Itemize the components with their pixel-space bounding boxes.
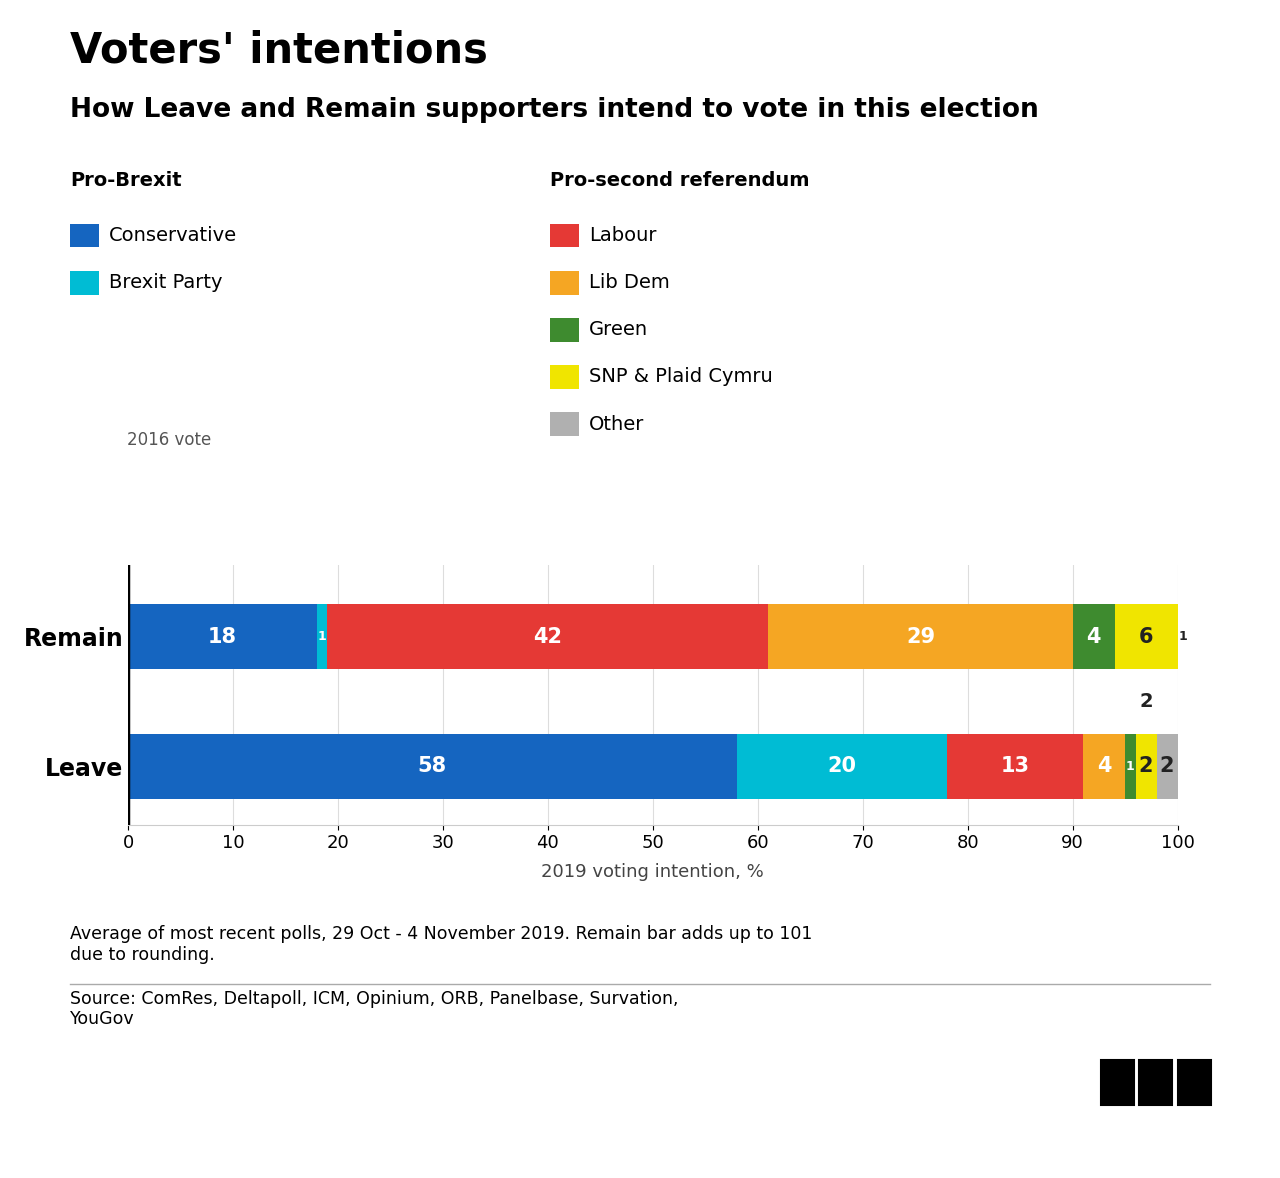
- Text: 1: 1: [317, 630, 326, 643]
- Text: 13: 13: [1001, 756, 1029, 776]
- Text: 2016 vote: 2016 vote: [127, 431, 211, 449]
- Text: Voters' intentions: Voters' intentions: [70, 29, 488, 72]
- Text: Conservative: Conservative: [109, 226, 237, 245]
- Text: 29: 29: [906, 627, 934, 647]
- Text: Pro-second referendum: Pro-second referendum: [550, 171, 810, 190]
- Text: Pro-Brexit: Pro-Brexit: [70, 171, 182, 190]
- Text: 42: 42: [534, 627, 562, 647]
- Text: 2: 2: [1139, 691, 1153, 712]
- Bar: [1157, 734, 1178, 799]
- Text: SNP & Plaid Cymru: SNP & Plaid Cymru: [589, 368, 773, 386]
- Text: 6: 6: [1139, 627, 1153, 647]
- Text: Labour: Labour: [589, 226, 657, 245]
- X-axis label: 2019 voting intention, %: 2019 voting intention, %: [541, 863, 764, 881]
- Text: Brexit Party: Brexit Party: [109, 273, 223, 292]
- Text: 1: 1: [1179, 630, 1188, 643]
- Text: How Leave and Remain supporters intend to vote in this election: How Leave and Remain supporters intend t…: [70, 97, 1039, 123]
- Bar: [128, 604, 317, 669]
- Bar: [1125, 734, 1135, 799]
- Bar: [1115, 604, 1178, 669]
- Text: 58: 58: [417, 756, 447, 776]
- Text: B: B: [1149, 1073, 1162, 1092]
- Bar: [768, 604, 1073, 669]
- Text: 4: 4: [1087, 627, 1101, 647]
- Text: Other: Other: [589, 415, 644, 434]
- Bar: [317, 604, 328, 669]
- Bar: [737, 734, 947, 799]
- Text: 2: 2: [1160, 756, 1174, 776]
- Bar: [1178, 604, 1188, 669]
- Text: Green: Green: [589, 320, 648, 339]
- Bar: [1135, 734, 1157, 799]
- Bar: [1073, 604, 1115, 669]
- Text: Lib Dem: Lib Dem: [589, 273, 669, 292]
- Text: 18: 18: [207, 627, 237, 647]
- Bar: [1083, 734, 1125, 799]
- Text: C: C: [1188, 1073, 1201, 1092]
- Text: Source: ComRes, Deltapoll, ICM, Opinium, ORB, Panelbase, Survation,
YouGov: Source: ComRes, Deltapoll, ICM, Opinium,…: [70, 990, 678, 1028]
- Text: 1: 1: [1126, 760, 1135, 773]
- Text: B: B: [1111, 1073, 1124, 1092]
- Bar: [328, 604, 768, 669]
- Text: 4: 4: [1097, 756, 1111, 776]
- Text: Average of most recent polls, 29 Oct - 4 November 2019. Remain bar adds up to 10: Average of most recent polls, 29 Oct - 4…: [70, 925, 813, 964]
- Text: 20: 20: [827, 756, 856, 776]
- Text: 2: 2: [1139, 756, 1153, 776]
- Bar: [128, 734, 737, 799]
- Bar: [947, 734, 1083, 799]
